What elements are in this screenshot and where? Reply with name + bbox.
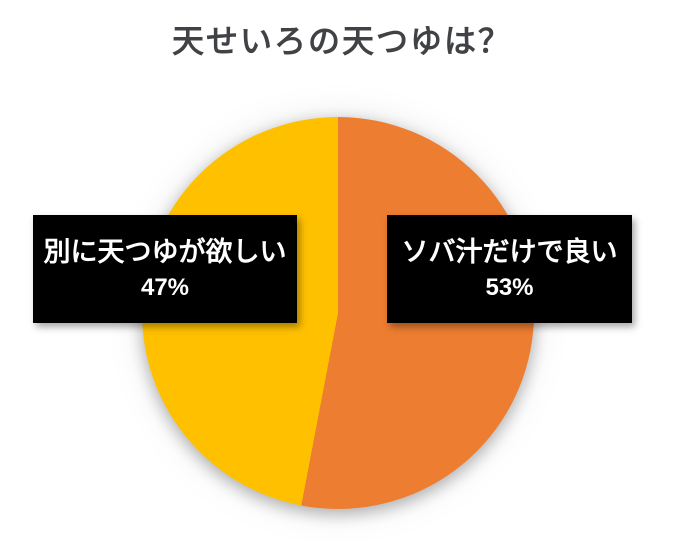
data-label-right-percent: 53%: [485, 274, 534, 302]
data-label-left-percent: 47%: [140, 274, 190, 302]
data-label-right: ソバ汁だけで良い 53%: [387, 215, 632, 323]
chart-title: 天せいろの天つゆは？: [171, 23, 512, 59]
data-label-right-category: ソバ汁だけで良い: [401, 236, 618, 267]
data-label-left-category: 別に天つゆが欲しい: [43, 236, 287, 267]
data-label-left: 別に天つゆが欲しい 47%: [33, 215, 297, 323]
